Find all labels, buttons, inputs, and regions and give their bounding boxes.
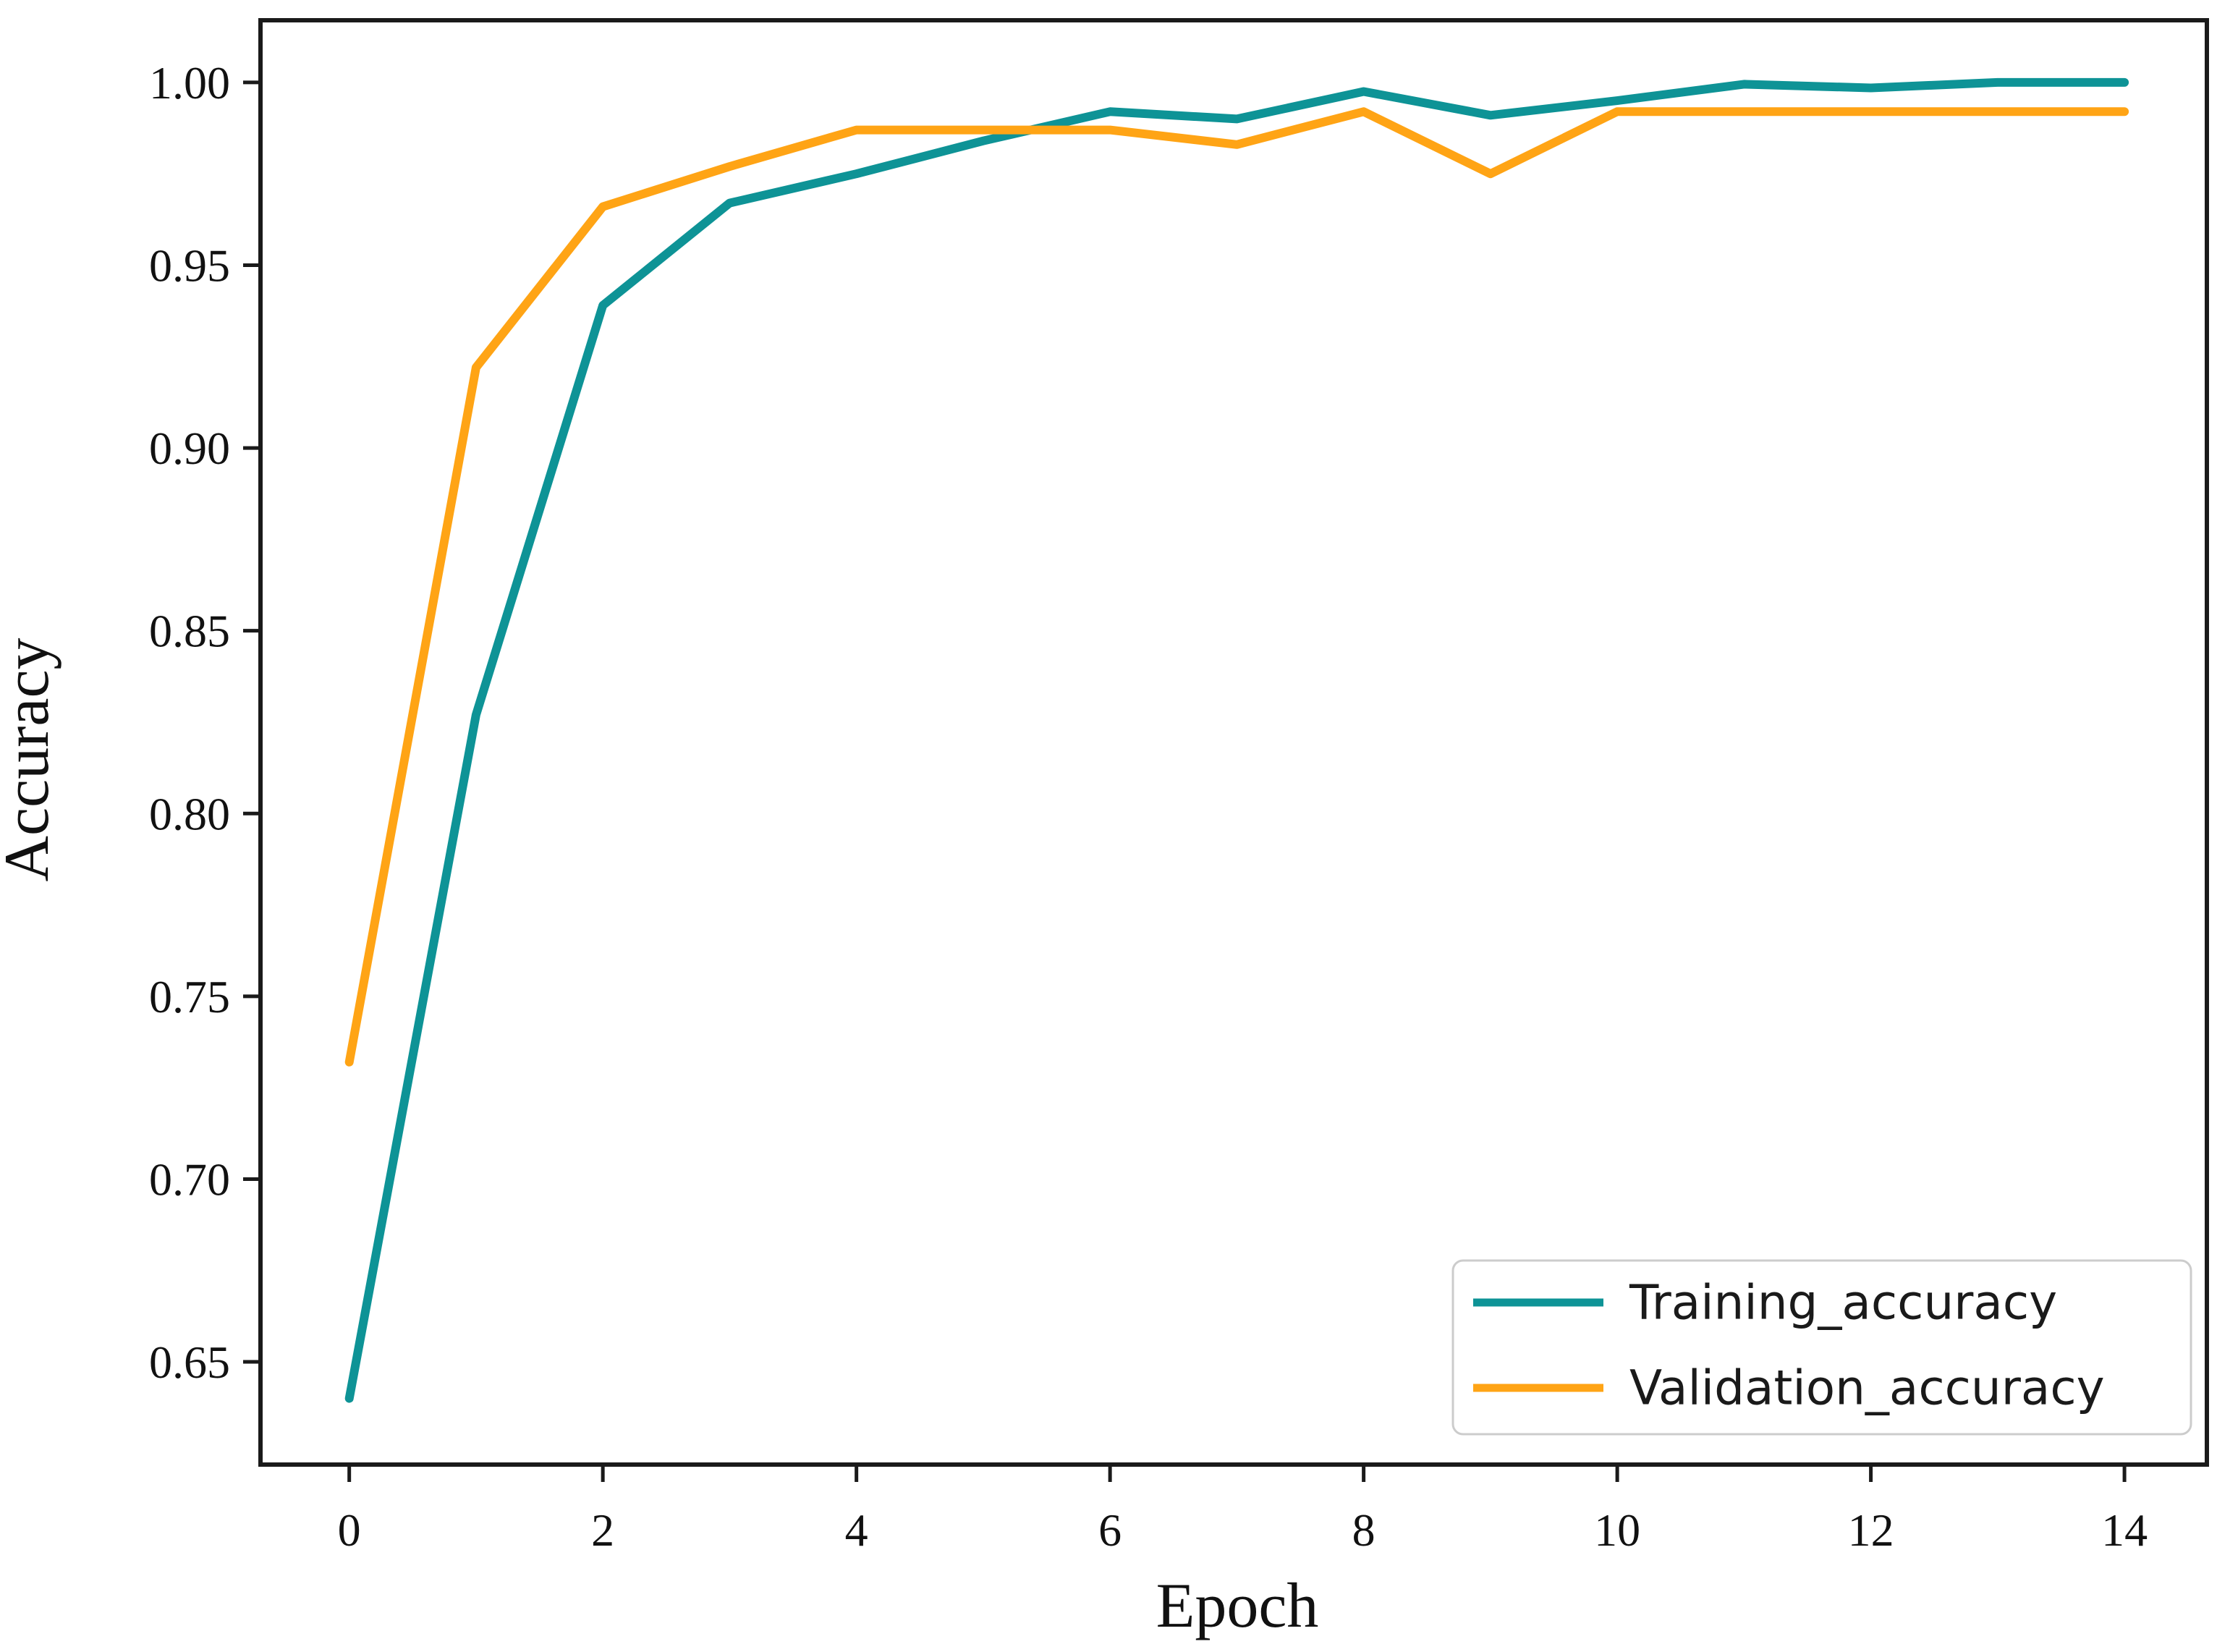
x-tick-label: 0 [338, 1504, 361, 1556]
x-tick-label: 10 [1594, 1504, 1640, 1556]
y-tick-label: 0.80 [149, 788, 230, 839]
y-tick-label: 0.65 [149, 1337, 230, 1388]
y-tick-label: 0.70 [149, 1153, 230, 1205]
x-tick-label: 12 [1848, 1504, 1894, 1556]
legend-label-validation-accuracy: Validation_accuracy [1629, 1360, 2105, 1416]
legend: Training_accuracy Validation_accuracy [1451, 1259, 2192, 1436]
x-tick-label: 6 [1098, 1504, 1122, 1556]
legend-label-training-accuracy: Training_accuracy [1629, 1275, 2057, 1331]
plot-border [258, 18, 2209, 1467]
x-tick-label: 2 [591, 1504, 614, 1556]
x-axis-label: Epoch [1156, 1571, 1319, 1641]
y-axis-label: Accuracy [0, 637, 62, 881]
y-tick-label: 0.90 [149, 423, 230, 474]
y-tick-label: 1.00 [149, 57, 230, 109]
legend-box [1451, 1259, 2192, 1436]
y-tick-label: 0.75 [149, 971, 230, 1022]
x-tick-label: 4 [845, 1504, 868, 1556]
validation-accuracy-line [344, 107, 2129, 1067]
axes: 0 2 4 6 8 10 12 14 0.65 0.70 0.75 0.80 0.85 0.90 0.95 1… [149, 18, 2209, 1556]
x-tick-label: 8 [1352, 1504, 1375, 1556]
training-accuracy-line [344, 77, 2129, 1403]
y-tick-label: 0.85 [149, 606, 230, 657]
y-tick-label: 0.95 [149, 240, 230, 291]
x-tick-label: 14 [2101, 1504, 2148, 1556]
